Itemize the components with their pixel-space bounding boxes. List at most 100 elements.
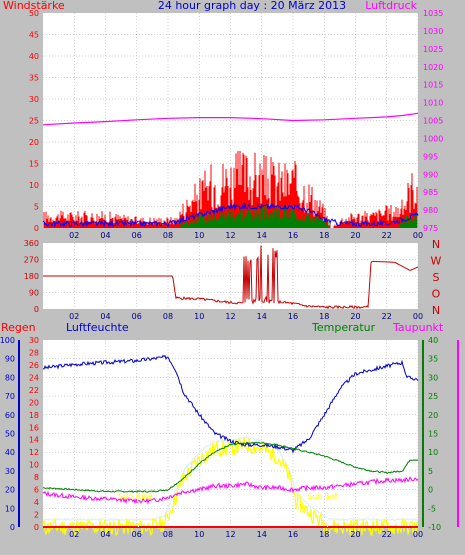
time-tick-label: 00 <box>413 530 423 539</box>
rain-tick-label: 12 <box>29 448 39 457</box>
time-tick-label: 12 <box>225 312 235 321</box>
temperature-tick-label: 20 <box>428 411 438 420</box>
humidity-tick-label: 0 <box>10 523 15 532</box>
pressure-tick-label: 1030 <box>423 27 443 36</box>
rain-tick-label: 24 <box>29 373 39 382</box>
time-tick-label: 02 <box>69 231 79 240</box>
humidity-tick-label: 60 <box>5 411 15 420</box>
pressure-tick-label: 1025 <box>423 45 443 54</box>
rain-tick-label: 22 <box>29 386 39 395</box>
rain-axis-title: Regen <box>1 321 36 334</box>
chart-title: 24 hour graph day : 20 März 2013 <box>158 0 346 12</box>
humidity-tick-label: 30 <box>5 467 15 476</box>
time-tick-label: 10 <box>194 530 204 539</box>
wind-tick-label: 20 <box>29 138 39 147</box>
time-tick-label: 10 <box>194 231 204 240</box>
rain-tick-label: 6 <box>34 486 39 495</box>
time-tick-label: 06 <box>132 231 142 240</box>
direction-compass-label: S <box>433 271 440 284</box>
time-tick-label: 16 <box>288 231 298 240</box>
pressure-tick-label: 975 <box>423 224 438 233</box>
time-tick-label: 00 <box>413 312 423 321</box>
time-tick-label: 08 <box>163 312 173 321</box>
wind-average-line <box>42 202 419 229</box>
time-tick-label: 14 <box>257 312 267 321</box>
time-tick-label: 12 <box>225 530 235 539</box>
wind-axis-title: Windstärke <box>3 0 65 12</box>
dewpoint-line <box>42 476 419 505</box>
direction-compass-label: W <box>431 255 442 268</box>
time-tick-label: 22 <box>382 231 392 240</box>
time-tick-label: 04 <box>100 231 110 240</box>
time-tick-label: 06 <box>132 530 142 539</box>
wind-tick-label: 0 <box>34 224 39 233</box>
temperature-tick-label: 40 <box>428 336 438 345</box>
time-tick-label: 06 <box>132 312 142 321</box>
temperature-axis-title: Temperatur <box>311 321 376 334</box>
direction-tick-label: 360 <box>24 239 39 248</box>
humidity-line <box>42 354 419 454</box>
time-tick-label: 00 <box>413 231 423 240</box>
wind-tick-label: 50 <box>29 9 39 18</box>
time-tick-label: 02 <box>69 312 79 321</box>
temperature-tick-label: 0 <box>428 486 433 495</box>
humidity-tick-label: 70 <box>5 392 15 401</box>
humidity-tick-label: 50 <box>5 430 15 439</box>
rain-tick-label: 2 <box>34 511 39 520</box>
pressure-tick-label: 995 <box>423 152 438 161</box>
pressure-tick-label: 980 <box>423 206 438 215</box>
time-tick-label: 14 <box>257 231 267 240</box>
direction-compass-label: O <box>432 288 441 301</box>
direction-compass-label: N <box>432 304 440 317</box>
dewpoint-axis-title: Taupunkt <box>392 321 444 334</box>
time-tick-label: 16 <box>288 530 298 539</box>
rain-tick-label: 16 <box>29 423 39 432</box>
humidity-tick-label: 90 <box>5 355 15 364</box>
wind-tick-label: 10 <box>29 181 39 190</box>
sunrise-label: Sun Rise <box>118 492 153 501</box>
direction-tick-label: 90 <box>29 289 39 298</box>
humidity-axis-title: Luftfeuchte <box>66 321 129 334</box>
temperature-tick-label: -5 <box>428 504 436 513</box>
temperature-tick-label: 35 <box>428 355 438 364</box>
rain-tick-label: 0 <box>34 523 39 532</box>
time-tick-label: 16 <box>288 312 298 321</box>
temperature-tick-label: 10 <box>428 448 438 457</box>
pressure-tick-label: 1015 <box>423 81 443 90</box>
wind-tick-label: 15 <box>29 160 39 169</box>
pressure-tick-label: 1035 <box>423 9 443 18</box>
direction-tick-label: 180 <box>24 272 39 281</box>
time-tick-label: 18 <box>319 231 329 240</box>
pressure-axis-title: Luftdruck <box>365 0 417 12</box>
wind-tick-label: 25 <box>29 117 39 126</box>
time-tick-label: 22 <box>382 530 392 539</box>
pressure-tick-label: 1005 <box>423 117 443 126</box>
pressure-line <box>42 112 419 126</box>
rain-tick-label: 8 <box>34 473 39 482</box>
time-tick-label: 08 <box>163 530 173 539</box>
wind-tick-label: 35 <box>29 74 39 83</box>
direction-tick-label: 0 <box>34 305 39 314</box>
humidity-tick-label: 80 <box>5 373 15 382</box>
time-tick-label: 20 <box>350 231 360 240</box>
wind-tick-label: 5 <box>34 203 39 212</box>
wind-direction-line <box>43 245 419 310</box>
humidity-tick-label: 100 <box>0 336 15 345</box>
rain-tick-label: 14 <box>29 436 39 445</box>
sunset-label: Sun Set <box>307 492 338 501</box>
time-tick-label: 04 <box>100 530 110 539</box>
time-tick-label: 20 <box>350 312 360 321</box>
pressure-tick-label: 1020 <box>423 63 443 72</box>
time-tick-label: 10 <box>194 312 204 321</box>
pressure-tick-label: 990 <box>423 170 438 179</box>
humidity-tick-label: 40 <box>5 448 15 457</box>
rain-tick-label: 4 <box>34 498 39 507</box>
pressure-tick-label: 985 <box>423 188 438 197</box>
time-tick-label: 12 <box>225 231 235 240</box>
rain-tick-label: 28 <box>29 348 39 357</box>
rain-tick-label: 30 <box>29 336 39 345</box>
pressure-tick-label: 1010 <box>423 99 443 108</box>
temperature-tick-label: 15 <box>428 430 438 439</box>
temperature-line <box>43 441 419 493</box>
humidity-tick-label: 20 <box>5 486 15 495</box>
